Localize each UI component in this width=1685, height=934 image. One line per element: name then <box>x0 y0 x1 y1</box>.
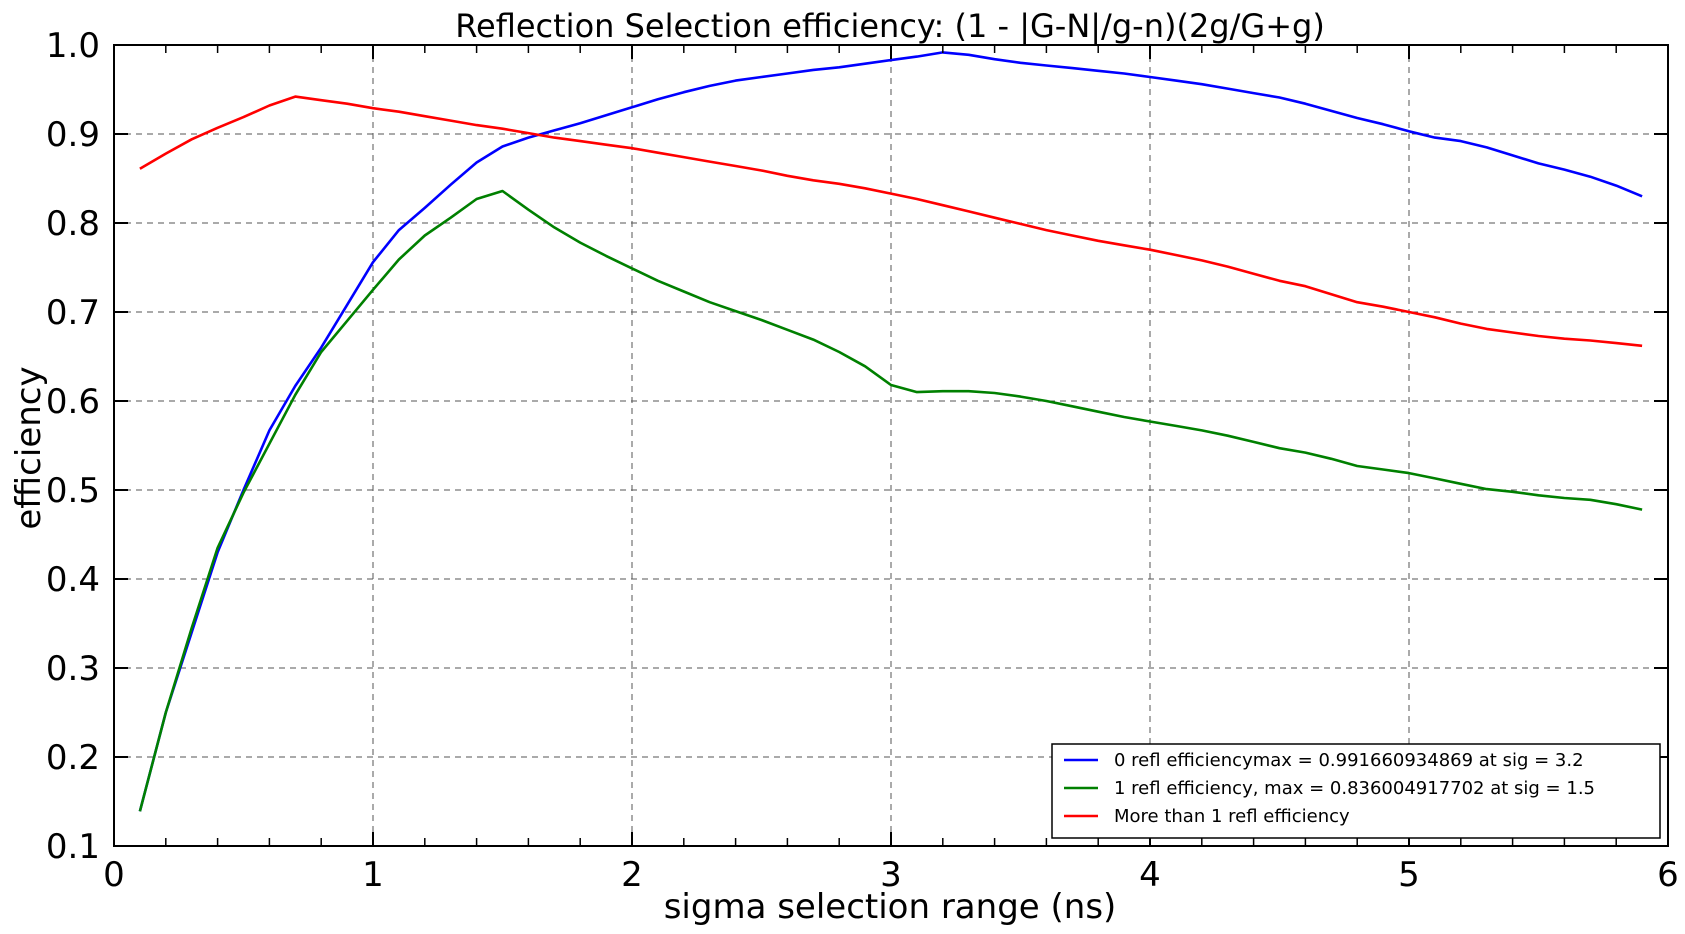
y-tick-label: 0.2 <box>46 738 100 778</box>
legend-entry: More than 1 refl efficiency <box>1114 806 1350 827</box>
x-tick-label: 6 <box>1657 855 1679 895</box>
y-tick-label: 0.4 <box>46 560 100 600</box>
x-tick-label: 3 <box>880 855 902 895</box>
x-axis-title: sigma selection range (ns) <box>664 887 1117 927</box>
axis-ticks <box>114 45 1668 846</box>
y-axis-title: efficiency <box>9 366 49 529</box>
series-line-2 <box>139 95 1643 348</box>
y-tick-label: 0.1 <box>46 827 100 867</box>
x-tick-label: 2 <box>621 855 643 895</box>
y-tick-label: 0.5 <box>46 471 100 511</box>
y-tick-labels: 0.1 0.2 0.3 0.4 0.5 0.6 0.7 0.8 0.9 1.0 <box>46 26 100 867</box>
legend-entry: 0 refl efficiencymax = 0.991660934869 at… <box>1114 750 1584 771</box>
y-tick-label: 0.9 <box>46 115 100 155</box>
legend-box <box>1051 743 1661 839</box>
y-tick-label: 0.7 <box>46 293 100 333</box>
y-tick-label: 0.3 <box>46 649 100 689</box>
x-tick-label: 4 <box>1139 855 1161 895</box>
legend: 0 refl efficiencymax = 0.991660934869 at… <box>1051 743 1661 839</box>
x-tick-label: 5 <box>1398 855 1420 895</box>
y-tick-label: 0.8 <box>46 204 100 244</box>
x-tick-label: 1 <box>362 855 384 895</box>
chart-title: Reflection Selection efficiency: (1 - |G… <box>455 7 1325 45</box>
x-tick-label: 0 <box>103 855 125 895</box>
grid-lines <box>114 45 1668 846</box>
legend-entry: 1 refl efficiency, max = 0.836004917702 … <box>1114 778 1595 799</box>
x-tick-labels: 0 1 2 3 4 5 6 <box>103 855 1679 895</box>
series-line-0 <box>138 51 1643 812</box>
y-tick-label: 1.0 <box>46 26 100 66</box>
series-line-1 <box>138 189 1643 812</box>
series-layer <box>138 51 1643 812</box>
y-tick-label: 0.6 <box>46 382 100 422</box>
